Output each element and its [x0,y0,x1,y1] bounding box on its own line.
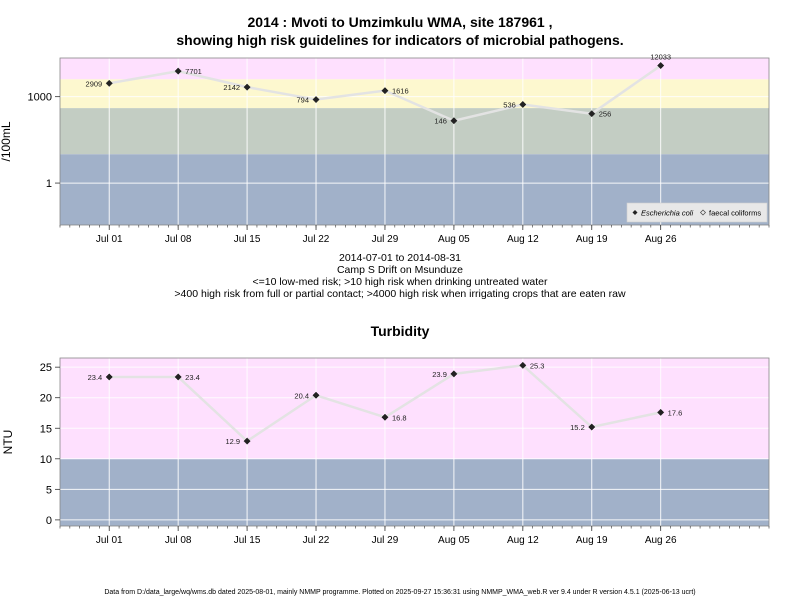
x-tick-label: Aug 26 [645,234,677,245]
drinking-guideline-note: <=10 low-med risk; >10 high risk when dr… [252,276,548,288]
contact-guideline-note: >400 high risk from full or partial cont… [174,288,626,300]
y-tick-label: 20 [40,393,52,405]
data-label: 1616 [392,87,409,96]
data-label: 2909 [86,79,103,88]
data-label: 23.4 [88,373,103,382]
turbidity-title: Turbidity [370,323,430,339]
site-name: Camp S Drift on Msunduze [336,264,464,276]
x-tick-label: Aug 19 [576,234,608,245]
data-label: 146 [434,117,447,126]
data-point [312,391,320,399]
chart-title-line1: 2014 : Mvoti to Umzimkulu WMA, site 1879… [247,14,553,30]
x-tick-label: Aug 05 [438,234,470,245]
data-point [381,413,389,421]
x-tick-label: Jul 01 [96,234,123,245]
data-label: 536 [503,100,516,109]
data-label: 25.3 [530,361,545,370]
y-tick-label: 5 [46,484,52,496]
data-point [174,373,182,381]
data-point [243,83,251,91]
data-point [312,95,320,104]
data-label: 16.8 [392,413,407,422]
y-tick-label: 25 [40,362,52,374]
data-label: 23.9 [432,370,447,379]
x-tick-label: Jul 22 [303,535,330,546]
legend-marker-faecal [700,209,706,216]
data-point [450,117,458,125]
microbial-chart: Jul 01 Jul 08 Jul 15 Jul 22 Jul 29 Aug 05 Aug … [0,53,770,245]
footer-note: Data from D:/data_large/wq/wms.db dated … [104,589,696,596]
y-tick-label: 1000 [28,92,52,104]
data-label: 256 [599,110,612,119]
data-label: 794 [297,96,310,105]
x-tick-label: Aug 26 [645,535,677,546]
legend-marker-ecoli [632,210,638,215]
data-point [519,100,527,109]
x-tick-label: Jul 22 [303,234,330,245]
data-point [657,408,665,416]
x-tick-label: Aug 19 [576,535,608,546]
legend-label-faecal: faecal coliforms [709,209,761,218]
data-point [174,67,182,75]
legend-box [626,202,768,223]
data-point [105,373,113,381]
data-point [588,423,596,431]
risk-band-1 [60,458,769,526]
data-label: 2142 [223,83,240,92]
data-point [588,110,596,118]
data-label: 20.4 [294,391,309,400]
turbidity-chart: Jul 01 Jul 08 Jul 15 Jul 22 Jul 29 Aug 05 Aug … [1,357,770,546]
x-tick-label: Aug 12 [507,234,539,245]
data-label: 7701 [185,67,202,76]
y-tick-label: 1 [46,178,52,190]
data-point [450,370,458,378]
y-tick-label: 15 [40,423,52,435]
x-tick-label: Aug 12 [507,535,539,546]
y-axis-label: NTU [1,430,15,455]
data-label: 15.2 [570,423,585,432]
y-tick-label: 10 [40,454,52,466]
x-tick-label: Aug 05 [438,535,470,546]
date-range: 2014-07-01 to 2014-08-31 [338,252,461,264]
legend-label-ecoli: Escherichia coli [641,209,693,218]
x-tick-label: Jul 01 [96,535,123,546]
risk-band-0 [60,358,769,459]
chart-title-line2: showing high risk guidelines for indicat… [176,32,624,48]
x-tick-label: Jul 15 [234,234,261,245]
data-point [519,361,527,369]
data-point [657,61,665,70]
data-point [243,437,251,445]
risk-band-2 [60,108,769,155]
x-tick-label: Jul 15 [234,535,261,546]
data-label: 12033 [650,53,671,62]
x-tick-label: Jul 08 [165,535,192,546]
data-label: 17.6 [668,408,683,417]
y-tick-label: 0 [46,515,52,527]
x-tick-label: Jul 08 [165,234,192,245]
data-label: 12.9 [225,437,240,446]
x-tick-label: Jul 29 [372,535,399,546]
x-tick-label: Jul 29 [372,234,399,245]
data-point [105,79,113,87]
y-axis-label: /100mL [0,121,13,161]
data-label: 23.4 [185,373,200,382]
data-point [381,87,389,95]
